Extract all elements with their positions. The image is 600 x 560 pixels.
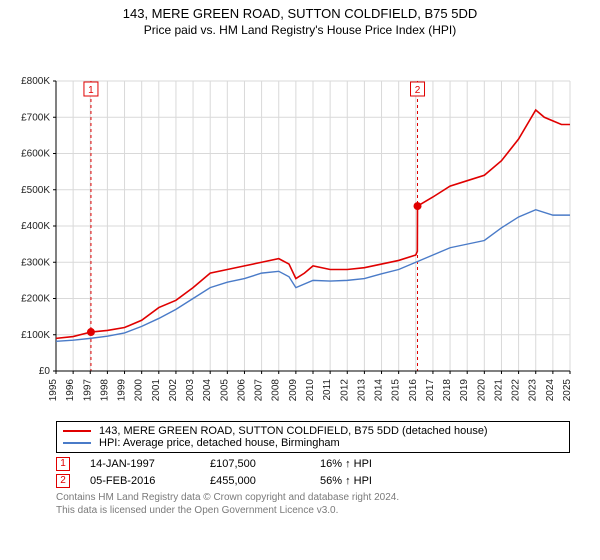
attribution-line: Contains HM Land Registry data © Crown c… — [56, 492, 570, 505]
svg-text:2: 2 — [415, 85, 421, 96]
svg-text:£600K: £600K — [21, 149, 50, 160]
svg-text:2007: 2007 — [254, 379, 265, 402]
svg-text:2023: 2023 — [528, 379, 539, 402]
svg-text:2012: 2012 — [339, 379, 350, 402]
svg-text:1: 1 — [88, 85, 94, 96]
sale-datapoint-row: 2 05-FEB-2016£455,00056% ↑ HPI — [56, 474, 570, 488]
attribution-line: This data is licensed under the Open Gov… — [56, 505, 570, 518]
line-chart: £0 £100K £200K £300K £400K £500K £600K £700K £80… — [0, 37, 600, 417]
sale-datapoint-row: 1 14-JAN-1997£107,50016% ↑ HPI — [56, 457, 570, 471]
svg-text:2025: 2025 — [562, 379, 573, 402]
legend-swatch — [63, 430, 91, 432]
svg-text:2014: 2014 — [374, 379, 385, 402]
attribution: Contains HM Land Registry data © Crown c… — [56, 492, 570, 517]
svg-text:2005: 2005 — [219, 379, 230, 402]
svg-text:£100K: £100K — [21, 330, 50, 341]
svg-text:2001: 2001 — [151, 379, 162, 402]
sale-delta-vs-hpi: 16% ↑ HPI — [320, 458, 440, 470]
svg-text:£200K: £200K — [21, 294, 50, 305]
legend-swatch — [63, 442, 91, 444]
chart-subtitle: Price paid vs. HM Land Registry's House … — [0, 23, 600, 37]
legend-item: 143, MERE GREEN ROAD, SUTTON COLDFIELD, … — [63, 425, 563, 437]
sale-date: 05-FEB-2016 — [90, 475, 210, 487]
marker-number-box: 1 — [56, 457, 70, 471]
svg-text:2008: 2008 — [271, 379, 282, 402]
svg-text:2000: 2000 — [134, 379, 145, 402]
legend-item: HPI: Average price, detached house, Birm… — [63, 437, 563, 449]
sale-price: £107,500 — [210, 458, 320, 470]
svg-text:1998: 1998 — [99, 379, 110, 402]
svg-text:2015: 2015 — [391, 379, 402, 402]
chart-title: 143, MERE GREEN ROAD, SUTTON COLDFIELD, … — [0, 6, 600, 21]
svg-text:1999: 1999 — [117, 379, 128, 402]
svg-text:1996: 1996 — [65, 379, 76, 402]
svg-text:1997: 1997 — [82, 379, 93, 402]
svg-text:2024: 2024 — [545, 379, 556, 402]
legend: 143, MERE GREEN ROAD, SUTTON COLDFIELD, … — [56, 421, 570, 453]
svg-text:2011: 2011 — [322, 379, 333, 401]
svg-text:£800K: £800K — [21, 76, 50, 87]
svg-text:£400K: £400K — [21, 221, 50, 232]
svg-text:2020: 2020 — [476, 379, 487, 402]
svg-text:2013: 2013 — [356, 379, 367, 402]
svg-text:2002: 2002 — [168, 379, 179, 402]
marker-number-box: 2 — [56, 474, 70, 488]
legend-label: 143, MERE GREEN ROAD, SUTTON COLDFIELD, … — [99, 425, 488, 437]
svg-text:£700K: £700K — [21, 112, 50, 123]
svg-text:2004: 2004 — [202, 379, 213, 402]
svg-text:2003: 2003 — [185, 379, 196, 402]
svg-text:£500K: £500K — [21, 185, 50, 196]
svg-text:2016: 2016 — [408, 379, 419, 402]
svg-text:£0: £0 — [39, 366, 51, 377]
svg-text:2021: 2021 — [493, 379, 504, 402]
sale-price: £455,000 — [210, 475, 320, 487]
sale-date: 14-JAN-1997 — [90, 458, 210, 470]
sale-delta-vs-hpi: 56% ↑ HPI — [320, 475, 440, 487]
svg-text:2009: 2009 — [288, 379, 299, 402]
legend-label: HPI: Average price, detached house, Birm… — [99, 437, 340, 449]
svg-text:2010: 2010 — [305, 379, 316, 402]
svg-text:£300K: £300K — [21, 257, 50, 268]
svg-text:2006: 2006 — [236, 379, 247, 402]
svg-text:2019: 2019 — [459, 379, 470, 402]
svg-text:2022: 2022 — [511, 379, 522, 402]
svg-text:2017: 2017 — [425, 379, 436, 402]
chart-container: 143, MERE GREEN ROAD, SUTTON COLDFIELD, … — [0, 0, 600, 417]
svg-text:2018: 2018 — [442, 379, 453, 402]
svg-text:1995: 1995 — [48, 379, 59, 402]
